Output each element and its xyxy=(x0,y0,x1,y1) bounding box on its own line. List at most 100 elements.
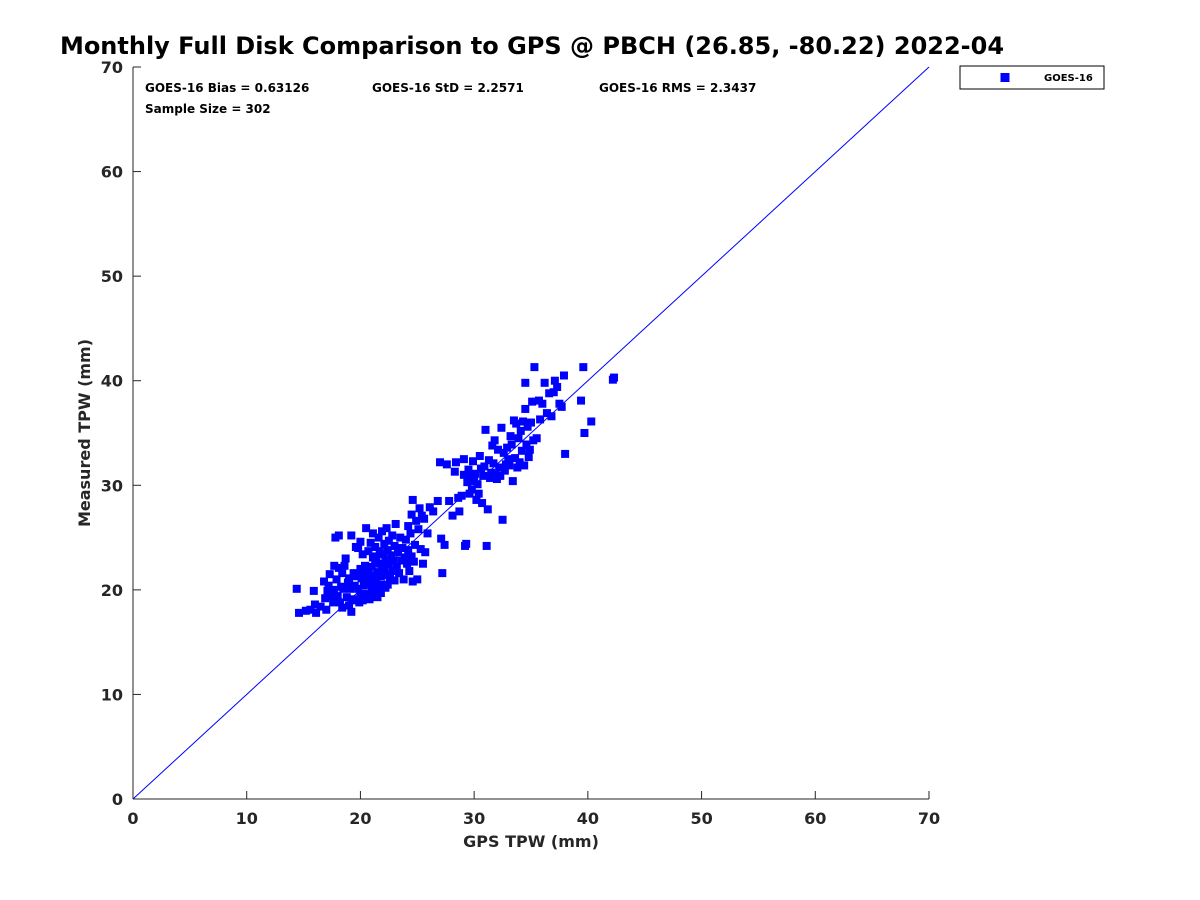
data-point xyxy=(376,588,385,597)
data-point xyxy=(378,527,387,536)
data-point xyxy=(463,478,472,487)
data-point xyxy=(372,552,381,561)
data-point xyxy=(421,548,430,557)
data-point xyxy=(358,596,367,605)
data-point xyxy=(324,581,333,590)
data-point xyxy=(358,550,367,559)
data-point xyxy=(521,404,530,413)
data-point xyxy=(514,434,523,443)
data-point xyxy=(393,548,402,557)
data-point xyxy=(376,572,385,581)
data-point xyxy=(378,562,387,571)
data-point xyxy=(474,489,483,498)
data-point xyxy=(405,567,414,576)
data-point xyxy=(354,584,363,593)
data-point xyxy=(550,376,559,385)
data-point xyxy=(515,458,524,467)
bias-stat: GOES-16 Bias = 0.63126 xyxy=(145,81,309,95)
data-point xyxy=(478,499,487,508)
data-point xyxy=(333,592,342,601)
data-point xyxy=(384,559,393,568)
data-point xyxy=(385,574,394,583)
data-point xyxy=(429,507,438,516)
data-point xyxy=(340,561,349,570)
data-point xyxy=(320,577,329,586)
data-point xyxy=(440,540,449,549)
data-point xyxy=(395,569,404,578)
data-point xyxy=(338,569,347,578)
data-point xyxy=(366,571,375,580)
data-point xyxy=(388,567,397,576)
data-point xyxy=(497,423,506,432)
data-point xyxy=(360,569,369,578)
data-point xyxy=(483,505,492,514)
y-tick-label: 40 xyxy=(101,372,123,391)
y-tick-label: 50 xyxy=(101,267,123,286)
data-point xyxy=(335,598,344,607)
data-point xyxy=(345,574,354,583)
data-point xyxy=(353,572,362,581)
data-point xyxy=(404,546,413,555)
y-tick-label: 10 xyxy=(101,685,123,704)
data-point xyxy=(330,561,339,570)
data-point xyxy=(499,448,508,457)
data-point xyxy=(445,496,454,505)
data-point xyxy=(498,515,507,524)
data-point xyxy=(374,584,383,593)
data-point xyxy=(334,563,343,572)
data-point xyxy=(462,539,471,548)
data-point xyxy=(367,582,376,591)
axis-tick-labels: 0 10 20 30 40 50 60 70 0 10 20 30 40 50 60 70 xyxy=(101,58,940,828)
data-point xyxy=(523,422,532,431)
data-point xyxy=(409,557,418,566)
data-point xyxy=(438,569,447,578)
data-point xyxy=(488,441,497,450)
data-point xyxy=(347,607,356,616)
data-point xyxy=(557,402,566,411)
chart-title: Monthly Full Disk Comparison to GPS @ PB… xyxy=(60,32,1004,60)
data-point xyxy=(366,538,375,547)
data-point xyxy=(310,600,319,609)
sample-size-stat: Sample Size = 302 xyxy=(145,102,271,116)
data-point xyxy=(383,580,392,589)
data-point xyxy=(342,593,351,602)
data-point xyxy=(542,409,551,418)
data-point xyxy=(406,529,415,538)
data-point xyxy=(295,608,304,617)
data-point xyxy=(451,458,460,467)
data-point xyxy=(490,436,499,445)
data-point xyxy=(356,590,365,599)
data-point xyxy=(425,503,434,512)
data-point xyxy=(516,426,525,435)
data-point xyxy=(371,542,380,551)
data-point xyxy=(450,467,459,476)
data-point xyxy=(524,453,533,462)
data-point xyxy=(587,417,596,426)
data-point xyxy=(364,547,373,556)
data-point xyxy=(504,455,513,464)
data-point xyxy=(347,531,356,540)
data-point xyxy=(512,419,521,428)
data-point xyxy=(436,458,445,467)
data-point xyxy=(536,415,545,424)
y-tick-label: 0 xyxy=(112,790,123,809)
data-point xyxy=(404,522,413,531)
x-tick-label: 30 xyxy=(463,809,485,828)
legend: GOES-16 xyxy=(959,65,1105,90)
data-point xyxy=(486,473,495,482)
data-point xyxy=(459,470,468,479)
rms-stat: GOES-16 RMS = 2.3437 xyxy=(599,81,756,95)
data-point xyxy=(420,514,429,523)
data-point xyxy=(415,504,424,513)
data-point xyxy=(341,554,350,563)
data-point xyxy=(368,529,377,538)
data-point xyxy=(475,452,484,461)
data-point xyxy=(547,412,556,421)
data-point xyxy=(491,470,500,479)
data-point xyxy=(329,598,338,607)
data-point xyxy=(370,575,379,584)
data-point xyxy=(371,558,380,567)
x-tick-label: 40 xyxy=(577,809,599,828)
one-to-one-reference-line xyxy=(132,66,930,800)
